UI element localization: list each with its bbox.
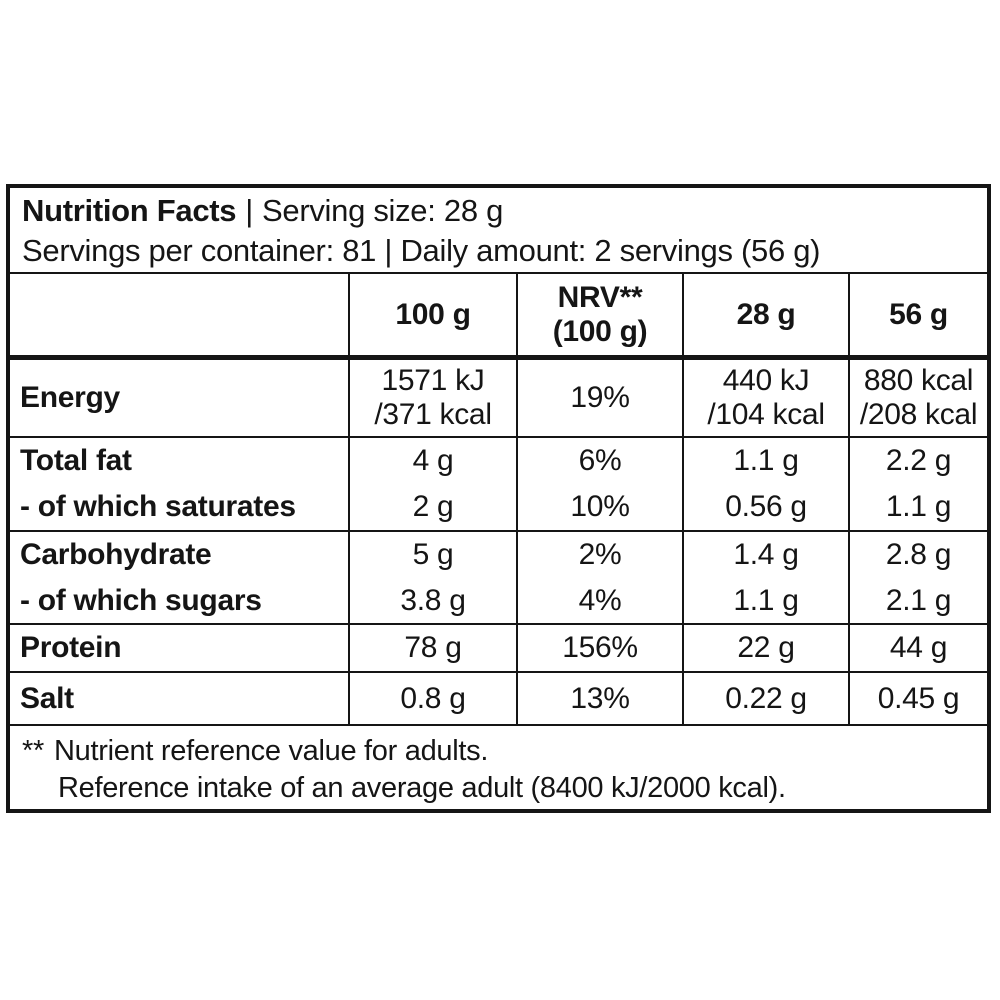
energy-28g-value: 440 kJ /104 kcal <box>682 360 848 436</box>
table-row-energy: Energy 1571 kJ /371 kcal 19% 440 kJ /104… <box>10 360 987 438</box>
col-header-56g: 56 g <box>848 274 987 355</box>
energy-56g-value: 880 kcal /208 kcal <box>848 360 987 436</box>
salt-100g-value: 0.8 g <box>348 673 516 724</box>
footnote-text-1: Nutrient reference value for adults. <box>53 735 489 767</box>
carbohydrate-100g-value: 5 g <box>348 532 516 578</box>
row-label: - of which saturates <box>20 490 296 523</box>
carbohydrate-28g-value: 1.4 g <box>682 532 848 578</box>
energy-100g-kj: 1571 kJ <box>381 364 485 397</box>
table-row-salt: Salt 0.8 g 13% 0.22 g 0.45 g <box>10 673 987 726</box>
label-footnote: ** Nutrient reference value for adults. R… <box>10 726 987 809</box>
fat-28g-value: 1.1 g <box>682 438 848 484</box>
label-header: Nutrition Facts | Serving size: 28 g Servi… <box>10 188 987 274</box>
protein-28g-value: 22 g <box>682 625 848 671</box>
sugars-nrv-value: 4% <box>516 578 682 623</box>
energy-28g-kcal: /104 kcal <box>707 398 825 431</box>
col-header-nrv-line2: (100 g) <box>552 314 648 348</box>
col-header-nrv: NRV** (100 g) <box>516 274 682 355</box>
saturates-56g-value: 1.1 g <box>848 484 987 530</box>
footnote-marker: ** <box>22 735 44 767</box>
row-label: Total fat <box>20 444 132 477</box>
header-line-1: Nutrition Facts | Serving size: 28 g <box>22 191 975 231</box>
salt-56g-value: 0.45 g <box>848 673 987 724</box>
energy-nrv-value: 19% <box>516 360 682 436</box>
footnote-line-2: Reference intake of an average adult (84… <box>58 772 786 804</box>
nutrition-facts-label: Nutrition Facts | Serving size: 28 g Servi… <box>6 184 991 813</box>
table-row-sugars: - of which sugars 3.8 g 4% 1.1 g 2.1 g <box>10 578 987 625</box>
saturates-100g-value: 2 g <box>348 484 516 530</box>
footnote-line-1: ** Nutrient reference value for adults. <box>22 733 975 770</box>
label-title: Nutrition Facts <box>22 193 237 228</box>
table-row-total-fat: Total fat 4 g 6% 1.1 g 2.2 g <box>10 438 987 484</box>
table-row-saturates: - of which saturates 2 g 10% 0.56 g 1.1 … <box>10 484 987 532</box>
column-header-row: 100 g NRV** (100 g) 28 g 56 g <box>10 274 987 360</box>
carbohydrate-nrv-value: 2% <box>516 532 682 578</box>
carbohydrate-56g-value: 2.8 g <box>848 532 987 578</box>
energy-56g-kcal1: 880 kcal <box>863 364 974 397</box>
sugars-100g-value: 3.8 g <box>348 578 516 623</box>
row-label: Protein <box>20 631 122 664</box>
protein-56g-value: 44 g <box>848 625 987 671</box>
protein-nrv-value: 156% <box>516 625 682 671</box>
col-header-nrv-line1: NRV** <box>557 280 643 314</box>
col-header-blank <box>10 274 348 355</box>
energy-100g-value: 1571 kJ /371 kcal <box>348 360 516 436</box>
col-header-28g: 28 g <box>682 274 848 355</box>
protein-100g-value: 78 g <box>348 625 516 671</box>
saturates-28g-value: 0.56 g <box>682 484 848 530</box>
table-row-carbohydrate: Carbohydrate 5 g 2% 1.4 g 2.8 g <box>10 532 987 578</box>
row-label: - of which sugars <box>20 583 262 617</box>
salt-nrv-value: 13% <box>516 673 682 724</box>
row-label: Carbohydrate <box>20 538 212 571</box>
sugars-56g-value: 2.1 g <box>848 578 987 623</box>
saturates-nrv-value: 10% <box>516 484 682 530</box>
row-label: Energy <box>20 381 120 414</box>
energy-28g-kj: 440 kJ <box>722 364 810 397</box>
row-label: Salt <box>20 681 74 715</box>
fat-56g-value: 2.2 g <box>848 438 987 484</box>
sugars-28g-value: 1.1 g <box>682 578 848 623</box>
fat-nrv-value: 6% <box>516 438 682 484</box>
energy-100g-kcal: /371 kcal <box>374 398 492 431</box>
col-header-100g: 100 g <box>348 274 516 355</box>
energy-56g-kcal2: /208 kcal <box>859 398 978 431</box>
salt-28g-value: 0.22 g <box>682 673 848 724</box>
serving-size-text: Serving size: 28 g <box>262 193 504 228</box>
servings-info: Servings per container: 81 | Daily amoun… <box>22 233 821 268</box>
header-separator: | <box>245 193 253 228</box>
fat-100g-value: 4 g <box>348 438 516 484</box>
table-row-protein: Protein 78 g 156% 22 g 44 g <box>10 625 987 673</box>
